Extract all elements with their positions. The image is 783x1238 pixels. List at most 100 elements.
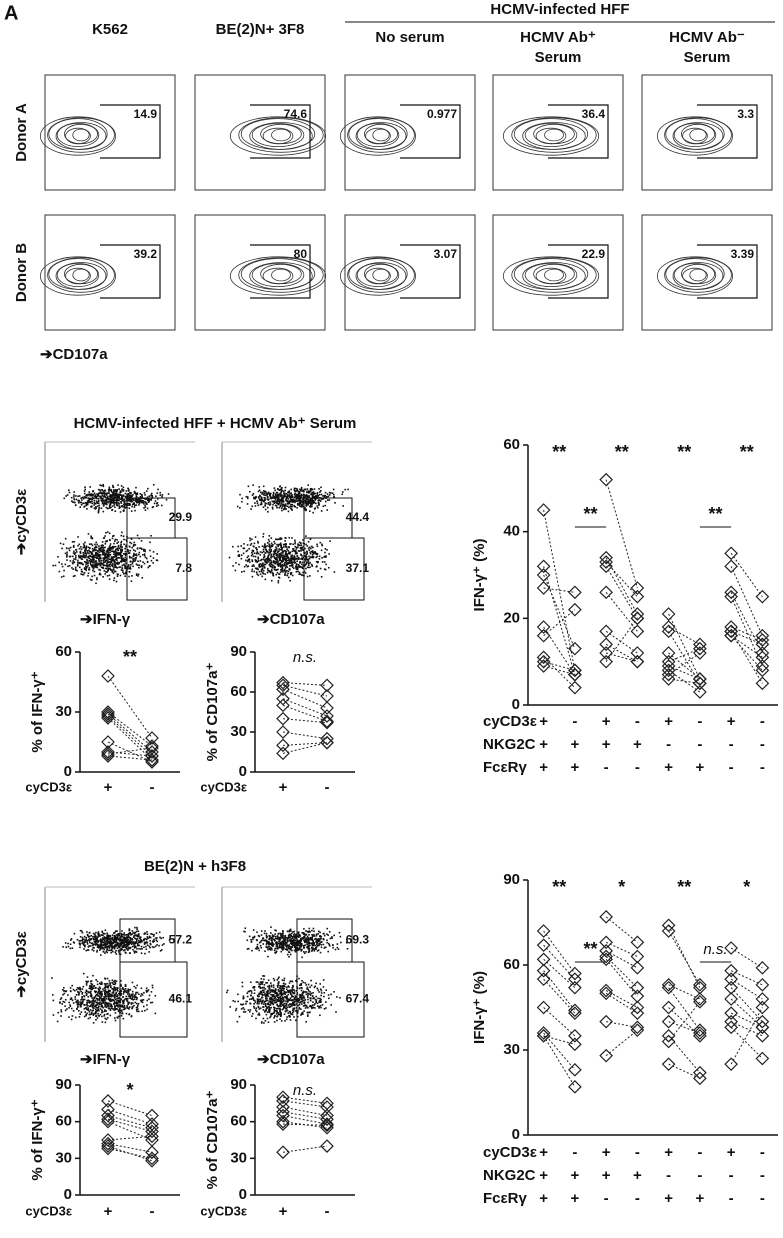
dot: [278, 507, 280, 509]
dot: [104, 550, 106, 552]
dot: [280, 538, 282, 540]
dot: [109, 540, 111, 542]
dot: [333, 494, 335, 496]
dot: [80, 551, 82, 553]
dot: [89, 1011, 91, 1013]
dot: [286, 575, 288, 577]
dot: [258, 496, 260, 498]
dot: [105, 1010, 107, 1012]
dot: [61, 548, 63, 550]
dot: [298, 544, 300, 546]
dot: [67, 943, 69, 945]
dot: [103, 492, 105, 494]
dot: [326, 942, 328, 944]
dot: [146, 490, 148, 492]
dot: [148, 501, 150, 503]
dot: [268, 543, 270, 545]
dot: [296, 496, 298, 498]
dot: [316, 505, 318, 507]
dot: [301, 949, 303, 951]
dot: [118, 1016, 120, 1018]
dot: [285, 567, 287, 569]
dot: [136, 997, 138, 999]
dot: [81, 1011, 83, 1013]
dot: [87, 575, 89, 577]
dot: [243, 571, 245, 573]
dot: [89, 1014, 91, 1016]
dot: [92, 570, 94, 572]
dot: [227, 990, 229, 992]
dot: [116, 980, 118, 982]
dot: [92, 495, 94, 497]
dot: [68, 946, 70, 948]
dot: [150, 933, 152, 935]
dot: [117, 1005, 119, 1007]
dot: [84, 486, 86, 488]
dot: [325, 564, 327, 566]
dot: [287, 556, 289, 558]
dot: [92, 1002, 94, 1004]
dot: [102, 552, 104, 554]
contour: [674, 123, 716, 146]
dot: [120, 555, 122, 557]
dot: [97, 550, 99, 552]
dot: [71, 1019, 73, 1021]
dot: [293, 548, 295, 550]
dot: [137, 547, 139, 549]
dot: [63, 575, 65, 577]
dot: [272, 573, 274, 575]
dot: [95, 506, 97, 508]
dot: [60, 1015, 62, 1017]
dot: [274, 929, 276, 931]
dot: [126, 490, 128, 492]
dot: [75, 555, 77, 557]
dot: [78, 544, 80, 546]
contour: [357, 123, 399, 146]
dot: [108, 559, 110, 561]
dot: [107, 560, 109, 562]
dot: [316, 565, 318, 567]
dot: [273, 554, 275, 556]
dot: [95, 1000, 97, 1002]
contour: [683, 268, 708, 284]
dot: [70, 547, 72, 549]
dot: [109, 945, 111, 947]
dot: [289, 496, 291, 498]
dot: [123, 1018, 125, 1020]
dot: [293, 489, 295, 491]
dot: [312, 495, 314, 497]
dot: [131, 994, 133, 996]
dot: [250, 544, 252, 546]
dot: [120, 553, 122, 555]
dot: [84, 542, 86, 544]
dot: [272, 544, 274, 546]
dot: [347, 948, 349, 950]
dot: [123, 936, 125, 938]
dot: [118, 502, 120, 504]
dot: [282, 990, 284, 992]
dot: [306, 496, 308, 498]
dot: [103, 486, 105, 488]
dot: [102, 560, 104, 562]
dot: [274, 933, 276, 935]
contour: [252, 123, 304, 146]
dot: [325, 1007, 327, 1009]
dot: [135, 557, 137, 559]
dot: [97, 553, 99, 555]
dot: [276, 507, 278, 509]
dot: [86, 983, 88, 985]
dot: [249, 998, 251, 1000]
dot: [128, 995, 130, 997]
dot: [291, 563, 293, 565]
dot: [70, 990, 72, 992]
dot: [312, 500, 314, 502]
dot: [129, 546, 131, 548]
dot: [267, 572, 269, 574]
dot: [136, 928, 138, 930]
dot: [121, 933, 123, 935]
scatter-dots: [226, 926, 348, 1023]
dot: [120, 542, 122, 544]
dot: [110, 506, 112, 508]
dot: [105, 553, 107, 555]
dot: [88, 1018, 90, 1020]
